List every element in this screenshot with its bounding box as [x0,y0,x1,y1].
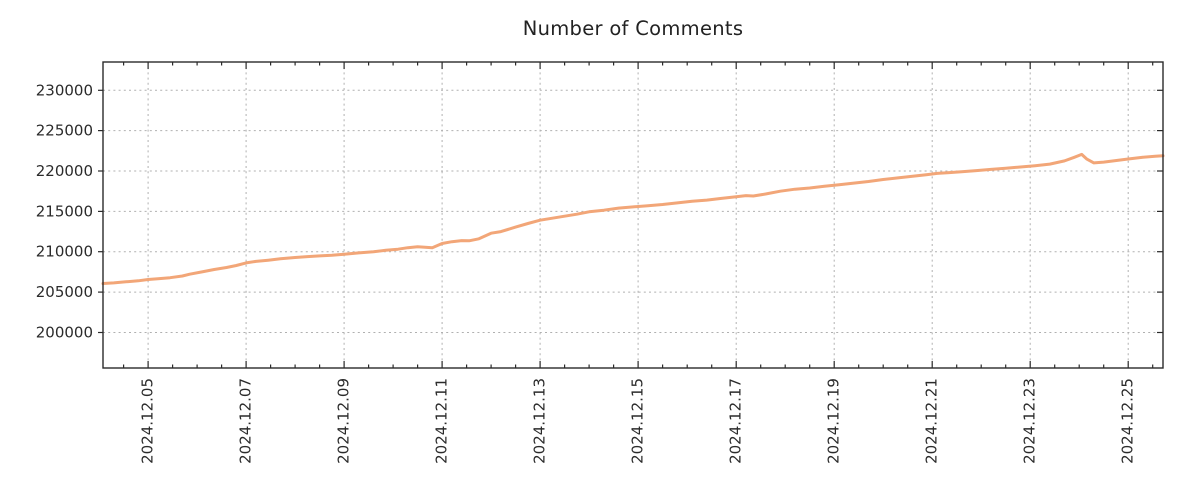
svg-text:200000: 200000 [36,324,93,342]
svg-text:2024.12.13: 2024.12.13 [531,378,549,464]
axis-ticks [98,62,1163,368]
svg-text:2024.12.21: 2024.12.21 [923,378,941,464]
series-line-comments [101,152,1165,285]
svg-text:215000: 215000 [36,202,93,220]
chart-title: Number of Comments [522,17,744,40]
svg-text:2024.12.19: 2024.12.19 [825,378,843,464]
svg-text:2024.12.15: 2024.12.15 [629,378,647,464]
svg-text:2024.12.23: 2024.12.23 [1021,378,1039,464]
svg-text:205000: 205000 [36,283,93,301]
grid-lines [103,62,1163,368]
svg-text:2024.12.07: 2024.12.07 [237,378,255,464]
svg-text:220000: 220000 [36,162,93,180]
svg-text:2024.12.25: 2024.12.25 [1119,378,1137,464]
svg-text:2024.12.05: 2024.12.05 [139,378,157,464]
plot-frame [102,61,1164,369]
svg-text:230000: 230000 [36,81,93,99]
svg-text:210000: 210000 [36,243,93,261]
y-tick-labels: 200000 205000 210000 215000 220000 225000 2300… [36,81,93,341]
svg-text:2024.12.17: 2024.12.17 [727,378,745,464]
svg-text:2024.12.09: 2024.12.09 [335,378,353,464]
svg-text:225000: 225000 [36,122,93,140]
svg-text:2024.12.11: 2024.12.11 [433,378,451,464]
x-tick-labels: 2024.12.05 2024.12.07 2024.12.09 2024.12.11… [139,378,1137,464]
